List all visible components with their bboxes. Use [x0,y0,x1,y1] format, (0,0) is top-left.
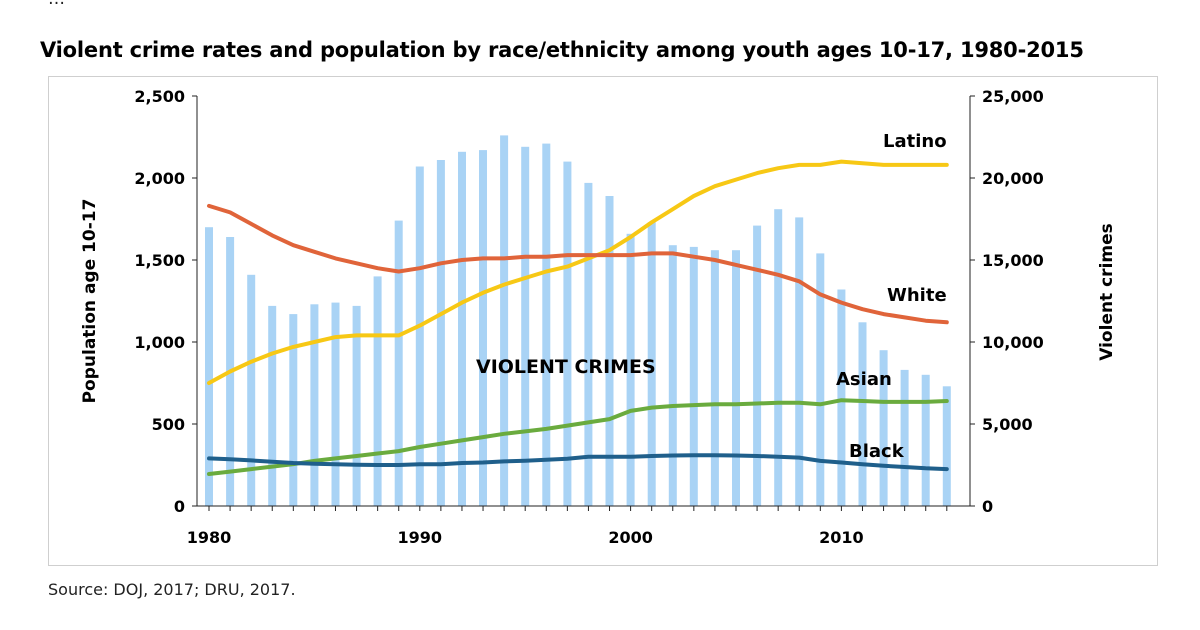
violent-crime-bar [352,305,361,506]
lines-layer [207,159,949,476]
labels-layer: Latino White Asian Black VIOLENT CRIMES [476,131,947,462]
series-label-white: White [887,285,947,306]
right-tick-label: 5,000 [982,415,1033,434]
violent-crime-bar [795,217,804,506]
violent-crime-bar [415,166,424,506]
series-line-latino [207,159,949,385]
violent-crime-bar [753,225,762,506]
x-tick-label: 2000 [608,528,653,547]
violent-crime-bar [816,253,825,506]
violent-crimes-annotation: VIOLENT CRIMES [476,356,656,378]
violent-crime-bar [458,151,466,507]
series-label-asian: Asian [836,369,892,390]
violent-crime-bar [668,245,677,506]
violent-crime-bar [647,222,656,507]
right-tick-label: 25,000 [982,87,1044,106]
axes-layer: 0 500 1,000 1,500 2,000 2,500 0 5,000 10,000 15,0… [80,87,1117,547]
x-tick-label: 1980 [187,528,232,547]
violent-crime-bar [942,386,951,506]
violent-crime-bar [879,350,888,506]
left-tick-label: 1,000 [134,333,185,352]
right-tick-label: 10,000 [982,333,1044,352]
left-tick-label: 1,500 [134,251,185,270]
violent-crime-bar [837,289,846,506]
violent-crime-bar [310,304,319,506]
violent-crime-bar [626,233,635,507]
violent-crime-bar [205,227,213,506]
right-tick-label: 0 [982,497,993,516]
violent-crime-bar [394,220,403,506]
left-axis-title: Population age 10-17 [80,199,100,404]
bars-layer [205,135,951,507]
violent-crime-bar [268,305,277,506]
left-tick-label: 2,000 [134,169,185,188]
chart-title: Violent crime rates and population by ra… [40,38,1084,62]
violent-crime-bar [689,246,698,506]
right-tick-label: 20,000 [982,169,1044,188]
violent-crime-bar [521,146,530,507]
series-label-latino: Latino [883,131,947,152]
violent-crime-bar [373,276,382,506]
violent-crime-bar [500,135,509,506]
source-note: Source: DOJ, 2017; DRU, 2017. [48,580,296,599]
left-tick-label: 0 [174,497,185,516]
x-tick-label: 1990 [398,528,443,547]
left-tick-label: 500 [152,415,185,434]
right-axis-title: Violent crimes [1097,223,1117,361]
violent-crime-bar [774,209,783,506]
chart-frame [48,76,1158,566]
right-tick-label: 15,000 [982,251,1044,270]
violent-crime-bar [584,182,593,506]
violent-crime-bar [605,196,614,506]
violent-crime-bar [732,250,740,506]
left-tick-label: 2,500 [134,87,185,106]
violent-crime-bar [479,150,487,506]
series-line-asian [207,398,949,476]
violent-crime-bar [900,369,909,506]
violent-crime-bar [858,322,867,506]
violent-crime-bar [436,160,445,506]
violent-crime-bar [710,250,719,506]
violent-crime-bar [563,161,572,506]
violent-crime-bar [289,314,298,506]
violent-crime-bar [331,302,340,506]
series-line-white [207,203,949,325]
violent-crime-bar [542,143,551,506]
series-line-black [207,453,949,472]
series-label-black: Black [849,441,905,462]
x-tick-label: 2010 [819,528,864,547]
truncated-intro-text: … [48,0,65,9]
violent-crime-bar [921,374,930,506]
violent-crime-bar [247,274,256,506]
